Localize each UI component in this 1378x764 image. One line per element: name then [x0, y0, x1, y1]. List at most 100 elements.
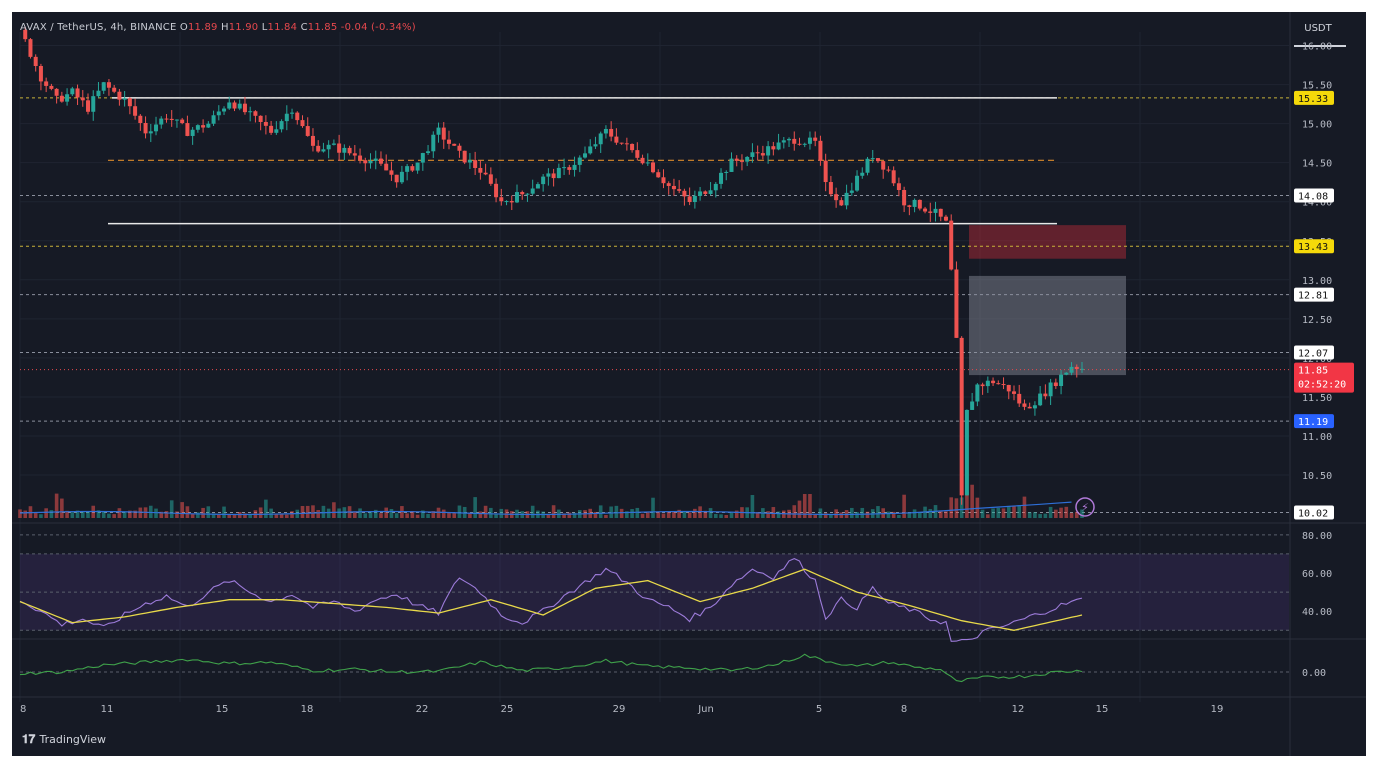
volume-bar: [1059, 507, 1063, 518]
volume-bar: [1022, 496, 1027, 518]
volume-bar: [970, 484, 974, 518]
volume-bar: [609, 506, 613, 518]
volume-bar: [353, 511, 357, 518]
candle-body: [792, 138, 797, 144]
candle-body: [91, 96, 96, 112]
time-tick-label: 15: [216, 704, 229, 715]
volume-bar: [154, 508, 158, 518]
change-value: -0.04 (-0.34%): [340, 22, 416, 33]
volume-bar: [431, 511, 436, 518]
candle-body: [274, 129, 279, 133]
candle-body: [310, 135, 315, 146]
volume-bar: [630, 509, 634, 518]
candle-body: [844, 192, 849, 206]
volume-bar: [839, 512, 844, 518]
candle-body: [583, 153, 588, 158]
volume-bar: [65, 510, 69, 518]
volume-bar: [300, 506, 305, 518]
candle-body: [394, 174, 399, 183]
candle-body: [70, 88, 75, 95]
supply-zone: [969, 225, 1126, 259]
volume-bar: [562, 513, 566, 518]
symbol-title[interactable]: AVAX / TetherUS, 4h, BINANCE: [20, 22, 177, 33]
chart-canvas[interactable]: ⚡USDT16.0015.5015.0014.5014.0013.5013.00…: [12, 12, 1366, 756]
candle-body: [206, 123, 211, 128]
candle-body: [839, 200, 844, 206]
candle-body: [708, 190, 713, 194]
volume-bar: [928, 509, 933, 518]
candle-body: [169, 118, 174, 120]
volume-bar: [358, 508, 362, 518]
time-tick-label: Jun: [697, 704, 714, 715]
volume-bar: [1038, 514, 1042, 518]
tradingview-label: TradingView: [39, 733, 107, 746]
candle-body: [269, 125, 274, 133]
candle-body: [985, 380, 990, 387]
volume-bar: [39, 514, 43, 518]
volume-bar: [112, 514, 116, 518]
candle-body: [174, 119, 179, 121]
volume-bar: [598, 505, 603, 518]
candle-body: [1064, 372, 1069, 375]
candle-body: [106, 82, 111, 88]
currency-label: USDT: [1304, 23, 1332, 34]
volume-bar: [274, 514, 279, 518]
price-tag-label: 12.07: [1298, 348, 1328, 359]
close-value: 11.85: [307, 22, 338, 33]
volume-bar: [180, 502, 184, 518]
volume-bar: [672, 511, 676, 518]
price-tick-label: 13.00: [1302, 276, 1332, 287]
time-tick-label: 15: [1096, 704, 1109, 715]
price-tick-label: 12.50: [1302, 315, 1332, 326]
volume-bar: [755, 511, 760, 518]
candle-body: [216, 111, 221, 116]
candle-body: [651, 162, 656, 173]
price-tag-white: [1294, 287, 1334, 302]
rsi-tick-label: 60.00: [1302, 569, 1332, 580]
candle-body: [1080, 368, 1084, 370]
candle-body: [232, 102, 237, 109]
volume-bar: [855, 511, 859, 518]
osc-tick-label: 0.00: [1302, 668, 1326, 679]
candle-body: [347, 147, 352, 154]
rsi-tick-label: 80.00: [1302, 531, 1332, 542]
candle-body: [970, 401, 975, 410]
candle-body: [776, 142, 781, 150]
tradingview-logo[interactable]: 𝟏𝟕 TradingView: [22, 732, 106, 747]
candle-body: [1048, 382, 1053, 397]
volume-bar: [959, 497, 964, 518]
candle-body: [729, 158, 734, 172]
volume-bar: [421, 510, 425, 518]
candle-body: [389, 170, 394, 175]
candle-body: [666, 183, 671, 186]
open-value: 11.89: [187, 22, 218, 33]
candle-body: [457, 145, 462, 151]
candle-body: [378, 158, 383, 164]
candle-body: [598, 133, 603, 145]
candle-body: [358, 155, 363, 161]
candle-body: [813, 137, 818, 141]
price-tick-label: 14.00: [1302, 198, 1332, 209]
candle-body: [828, 182, 833, 195]
volume-bar: [49, 510, 54, 518]
rsi-tick-label: 40.00: [1302, 607, 1332, 618]
candle-body: [1006, 384, 1011, 392]
volume-bar: [572, 512, 577, 518]
candle-body: [410, 166, 415, 171]
volume-bar: [949, 497, 954, 518]
candle-body: [593, 144, 598, 147]
candle-body: [138, 115, 143, 123]
volume-bar: [337, 508, 341, 518]
volume-bar: [473, 497, 477, 518]
volume-bar: [394, 513, 399, 518]
candle-body: [117, 91, 122, 100]
candle-body: [755, 152, 760, 154]
time-tick-label: 25: [501, 704, 514, 715]
candle-body: [739, 160, 744, 162]
volume-bar: [285, 514, 289, 518]
volume-bar: [651, 497, 655, 518]
candle-body: [59, 95, 64, 102]
candle-body: [687, 196, 692, 203]
volume-bar: [489, 507, 493, 518]
volume-bar: [227, 514, 232, 518]
